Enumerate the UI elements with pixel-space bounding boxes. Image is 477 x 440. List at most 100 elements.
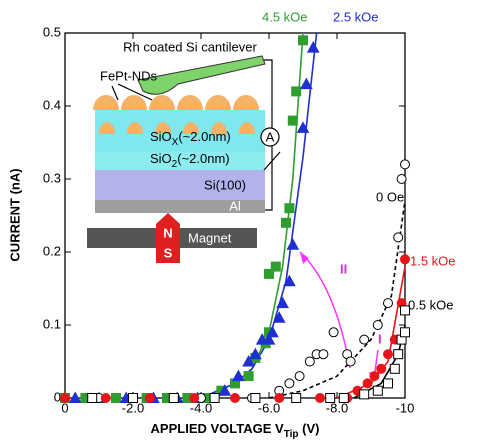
marker [359,334,370,345]
marker [291,393,302,403]
marker [291,86,302,97]
text: (~2.0nm) [178,129,230,144]
marker [264,268,274,279]
marker [189,393,200,403]
marker [262,333,276,345]
pole-label: S [164,245,173,260]
cantilever-shape [137,55,266,95]
series-label: 4.5 kOe [262,9,308,24]
y-tick-label: 0.5 [43,24,61,39]
marker [100,393,111,403]
pole-label: N [163,225,172,240]
text: (V) [299,421,320,436]
marker [383,349,393,360]
marker [393,349,404,360]
sio2-layer [95,152,265,170]
x-axis-label: APPLIED VOLTAGE VTip (V) [151,421,320,439]
marker [284,378,295,389]
layer-label: SiOX(~2.0nm) [150,129,231,147]
marker [325,393,336,403]
text: SiO [150,151,172,166]
magnet-pole [156,213,180,263]
marker [232,369,245,382]
marker [296,121,310,133]
marker [315,393,325,403]
marker [168,393,179,403]
marker [286,238,300,250]
layer-label: SiO2(~2.0nm) [150,151,230,169]
y-tick-label: 0 [54,389,61,404]
marker [389,363,400,374]
marker [111,393,121,403]
marker [376,363,387,374]
marker [249,347,262,360]
marker [393,232,404,243]
marker [372,385,383,396]
x-tick-label: -6.0 [258,400,280,415]
marker [294,371,305,382]
marker [383,298,393,309]
marker [400,327,410,338]
y-tick-label: 0.1 [43,316,61,331]
marker [281,217,291,228]
fit-line [268,200,406,399]
marker [328,327,339,338]
marker [276,296,289,309]
marker [400,159,410,170]
magnet-label: Magnet [188,230,232,245]
y-axis-label: CURRENT (nA) [7,168,22,261]
cantilever-label: Rh coated Si cantilever [123,39,257,54]
x-tick-label: -10 [396,400,415,415]
siox-layer [95,110,265,152]
marker [243,371,254,382]
ammeter-symbol [260,127,280,147]
marker [87,393,98,403]
inset: Rh coated Si cantilever FePt-NDs SiOX(~2… [87,39,281,263]
marker [284,203,295,214]
al-layer [95,200,265,213]
marker [60,393,70,403]
marker [209,393,220,403]
marker [298,35,308,46]
marker [266,325,279,338]
marker [218,384,232,396]
marker [306,41,320,53]
nanodots [93,95,259,134]
marker [400,254,410,265]
marker [287,115,298,126]
circuit [263,59,281,211]
annotation: I [378,331,382,346]
marker [250,393,261,403]
y-tick-label: 0.2 [43,243,61,258]
text: X [172,137,179,148]
marker [300,77,313,90]
series-label: 1.5 kOe [410,253,456,268]
marker [369,371,380,382]
marker [272,311,286,323]
marker [145,393,155,403]
annotation: II [340,261,347,276]
ammeter-label: A [266,129,275,144]
marker [383,378,393,389]
marker [242,354,255,367]
marker [338,393,349,403]
marker [270,261,281,272]
marker [283,274,296,287]
marker [400,305,410,316]
particles-label: FePt-NDs [100,68,158,83]
text: 2 [172,159,178,170]
marker [318,349,329,360]
marker [372,320,383,330]
marker [359,389,370,400]
x-tick-label: -2.0 [122,400,144,415]
marker [128,393,138,403]
x-tick-label: -8.0 [326,400,348,415]
text: APPLIED VOLTAGE V [151,421,284,436]
y-tick-label: 0.3 [43,170,61,185]
x-tick-label: -4.0 [190,400,212,415]
si-layer [95,170,265,200]
fit-line [200,32,304,399]
marker [274,393,285,403]
text: Tip [284,429,299,440]
